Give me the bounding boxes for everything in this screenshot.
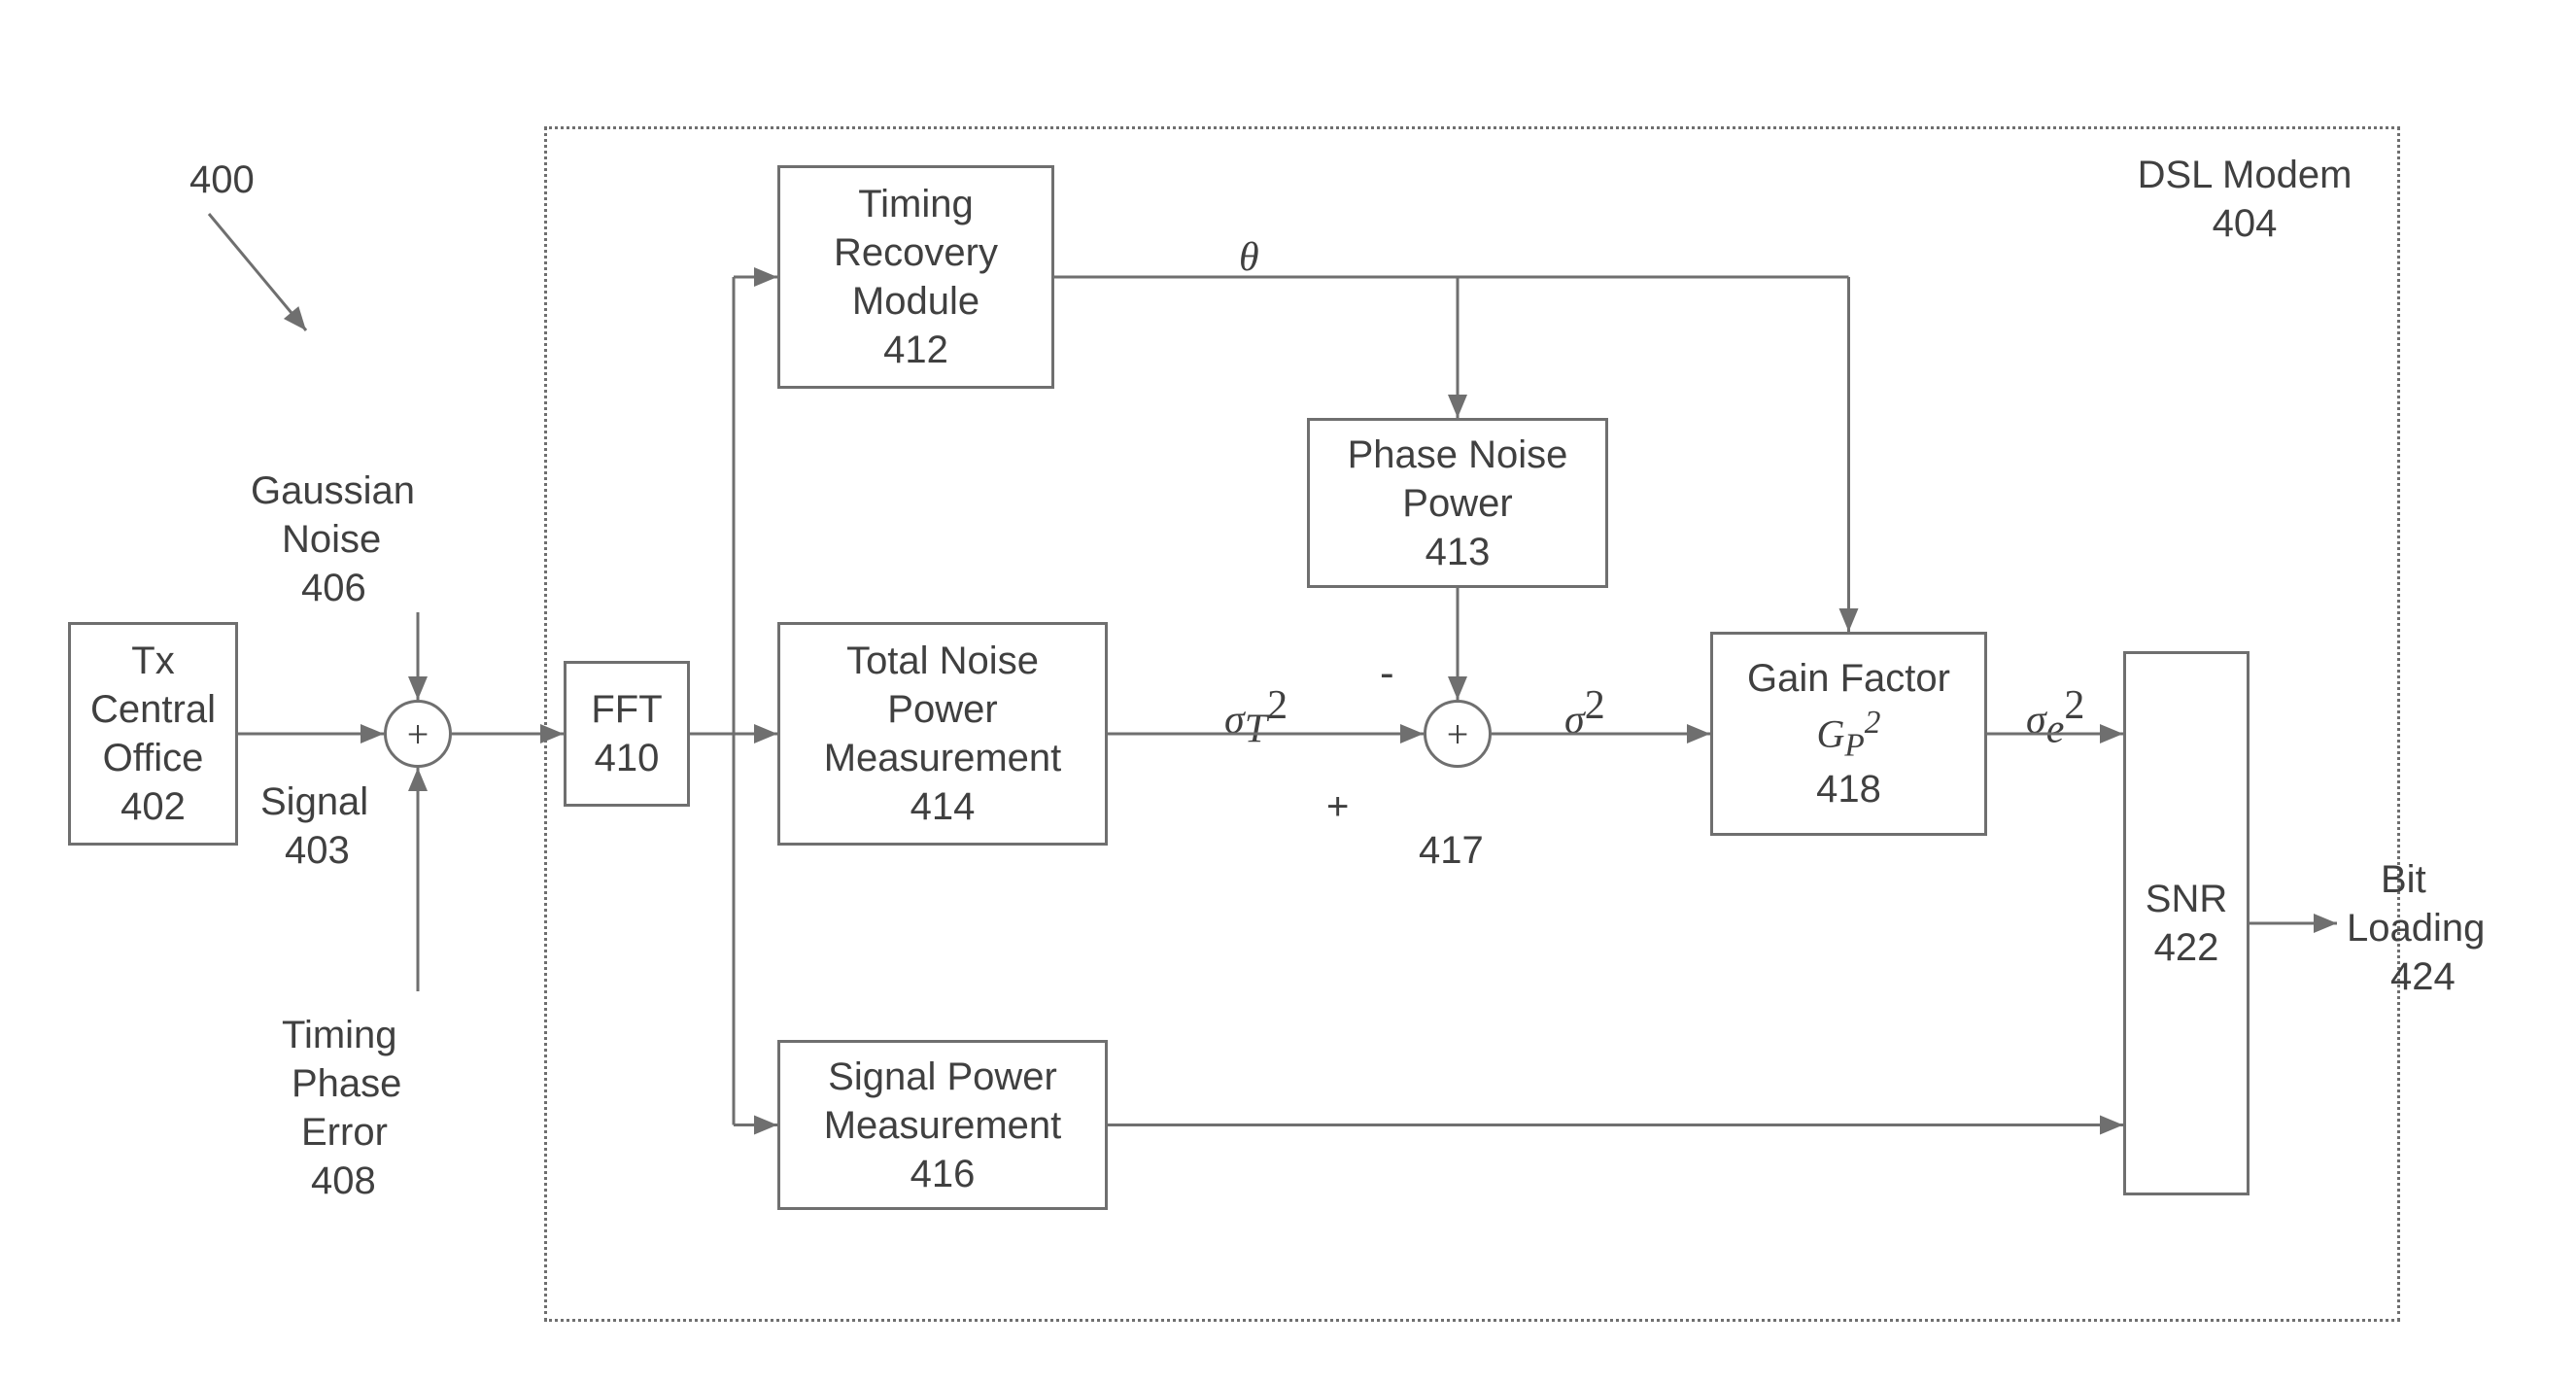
fft-block: FFT 410 <box>564 661 690 807</box>
dsl-modem-label: DSL Modem 404 <box>2109 151 2381 248</box>
summer-symbol: + <box>407 711 429 757</box>
sigma-e-squared-label: σe2 <box>2026 682 2084 752</box>
snr-block: SNR 422 <box>2123 651 2250 1195</box>
summing-junction-2: + <box>1424 700 1492 768</box>
block-line: Signal Power <box>828 1053 1057 1101</box>
timing-phase-error-label-line2: Phase <box>292 1059 401 1108</box>
sigma-squared-label: σ2 <box>1564 682 1605 743</box>
phase-noise-power-block: Phase Noise Power 413 <box>1307 418 1608 588</box>
timing-phase-error-label-line1: Timing <box>282 1011 397 1059</box>
total-noise-power-measurement-block: Total Noise Power Measurement 414 <box>777 622 1108 846</box>
bit-loading-label-line1: Bit <box>2381 855 2426 904</box>
block-line: Phase Noise <box>1348 431 1568 479</box>
diagram-canvas: DSL Modem 404 400 Tx Central Office 402 … <box>0 0 2576 1383</box>
gaussian-noise-label-line2: Noise <box>282 515 381 564</box>
block-line: 410 <box>595 734 660 782</box>
signal-label-line2: 403 <box>285 826 350 875</box>
block-line: GP2 <box>1817 703 1881 766</box>
block-line: FFT <box>591 685 662 734</box>
block-line: 416 <box>910 1150 976 1198</box>
bit-loading-label-line3: 424 <box>2390 952 2456 1001</box>
block-line: 418 <box>1816 765 1881 813</box>
theta-label: θ <box>1239 233 1259 281</box>
timing-phase-error-label-line3: Error <box>301 1108 388 1157</box>
gaussian-noise-label-line3: 406 <box>301 564 366 612</box>
block-line: Tx <box>131 637 174 685</box>
block-line: Central <box>90 685 216 734</box>
sigma-t-squared-label: σT2 <box>1224 682 1288 752</box>
block-line: Office <box>103 734 204 782</box>
gain-factor-block: Gain Factor GP2 418 <box>1710 632 1987 836</box>
block-line: Total Noise <box>846 637 1039 685</box>
tx-central-office-block: Tx Central Office 402 <box>68 622 238 846</box>
block-line: SNR <box>2146 875 2227 923</box>
dsl-modem-label-line2: 404 <box>2109 199 2381 248</box>
gaussian-noise-label-line1: Gaussian <box>251 467 415 515</box>
summing-junction-1: + <box>384 700 452 768</box>
block-line: Measurement <box>824 734 1062 782</box>
block-line: Measurement <box>824 1101 1062 1150</box>
block-line: Power <box>1402 479 1512 528</box>
block-line: 413 <box>1425 528 1491 576</box>
block-line: 412 <box>883 326 948 374</box>
block-line: 402 <box>120 782 186 831</box>
block-line: Timing <box>858 180 974 228</box>
figure-number-label: 400 <box>189 156 255 204</box>
summer-2-id-label: 417 <box>1419 826 1484 875</box>
block-line: 422 <box>2154 923 2219 972</box>
bit-loading-label-line2: Loading <box>2347 904 2485 952</box>
block-line: Module <box>852 277 979 326</box>
signal-power-measurement-block: Signal Power Measurement 416 <box>777 1040 1108 1210</box>
minus-sign-label: - <box>1380 646 1394 700</box>
signal-label-line1: Signal <box>260 778 368 826</box>
timing-recovery-module-block: Timing Recovery Module 412 <box>777 165 1054 389</box>
summer-symbol: + <box>1447 711 1469 757</box>
block-line: Power <box>887 685 997 734</box>
timing-phase-error-label-line4: 408 <box>311 1157 376 1205</box>
block-line: Gain Factor <box>1747 654 1950 703</box>
block-line: Recovery <box>834 228 998 277</box>
plus-sign-label: + <box>1326 782 1349 831</box>
dsl-modem-label-line1: DSL Modem <box>2109 151 2381 199</box>
block-line: 414 <box>910 782 976 831</box>
